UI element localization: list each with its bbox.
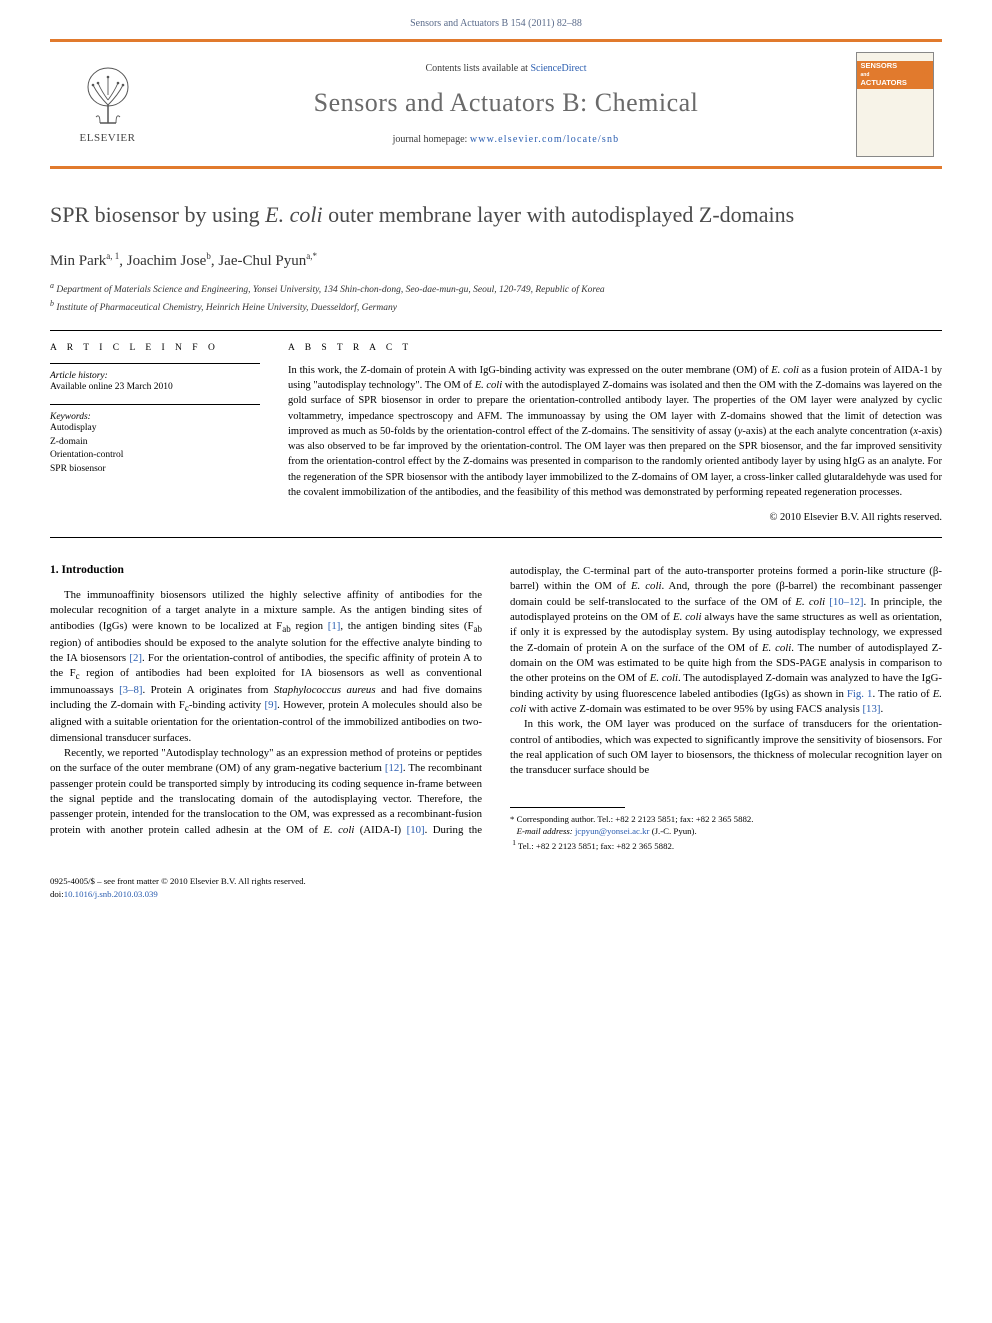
body-para-0: The immunoaffinity biosensors utilized t… bbox=[50, 588, 482, 746]
affiliations: a Department of Materials Science and En… bbox=[50, 280, 942, 316]
contents-prefix: Contents lists available at bbox=[425, 63, 530, 74]
journal-title: Sensors and Actuators B: Chemical bbox=[314, 88, 699, 118]
divider-bottom bbox=[50, 537, 942, 538]
journal-homepage-link[interactable]: www.elsevier.com/locate/snb bbox=[470, 134, 620, 145]
keyword-0: Autodisplay bbox=[50, 422, 260, 436]
footnotes: * Corresponding author. Tel.: +82 2 2123… bbox=[510, 807, 942, 853]
article-info-column: A R T I C L E I N F O Article history: A… bbox=[50, 343, 260, 523]
cover-text-b: B bbox=[922, 67, 929, 78]
keywords-block: Keywords: Autodisplay Z-domain Orientati… bbox=[50, 404, 260, 477]
journal-cover-cell: SENSORS and ACTUATORS B bbox=[847, 42, 942, 166]
keyword-1: Z-domain bbox=[50, 436, 260, 450]
elsevier-logo: ELSEVIER bbox=[50, 42, 165, 166]
article-history-text: Available online 23 March 2010 bbox=[50, 381, 260, 395]
affiliation-b: b Institute of Pharmaceutical Chemistry,… bbox=[50, 298, 942, 316]
affiliation-a: a Department of Materials Science and En… bbox=[50, 280, 942, 298]
article-history-label: Article history: bbox=[50, 371, 260, 381]
journal-homepage-line: journal homepage: www.elsevier.com/locat… bbox=[393, 134, 620, 145]
journal-header-center: Contents lists available at ScienceDirec… bbox=[165, 42, 847, 166]
email-paren: (J.-C. Pyun). bbox=[652, 826, 697, 836]
body-two-columns: 1. Introduction The immunoaffinity biose… bbox=[50, 564, 942, 853]
footnote-1: 1 Tel.: +82 2 2123 5851; fax: +82 2 365 … bbox=[510, 838, 942, 853]
keyword-3: SPR biosensor bbox=[50, 463, 260, 477]
abstract-label: A B S T R A C T bbox=[288, 343, 942, 353]
doi-link[interactable]: 10.1016/j.snb.2010.03.039 bbox=[64, 889, 158, 899]
bottom-metadata: 0925-4005/$ – see front matter © 2010 El… bbox=[50, 875, 942, 901]
abstract-column: A B S T R A C T In this work, the Z-doma… bbox=[288, 343, 942, 523]
abstract-text: In this work, the Z-domain of protein A … bbox=[288, 363, 942, 500]
front-matter-line: 0925-4005/$ – see front matter © 2010 El… bbox=[50, 875, 942, 888]
journal-cover-thumbnail: SENSORS and ACTUATORS B bbox=[856, 52, 934, 157]
homepage-prefix: journal homepage: bbox=[393, 134, 470, 145]
body-para-2: In this work, the OM layer was produced … bbox=[510, 717, 942, 778]
corresponding-author-note: * Corresponding author. Tel.: +82 2 2123… bbox=[510, 813, 942, 826]
article-history-block: Article history: Available online 23 Mar… bbox=[50, 363, 260, 395]
elsevier-label: ELSEVIER bbox=[80, 132, 136, 144]
divider-top bbox=[50, 330, 942, 331]
keywords-label: Keywords: bbox=[50, 412, 260, 422]
authors-line: Min Parka, 1, Joachim Joseb, Jae-Chul Py… bbox=[50, 251, 942, 270]
sciencedirect-link[interactable]: ScienceDirect bbox=[530, 63, 586, 74]
elsevier-tree-icon bbox=[78, 65, 138, 130]
doi-line: doi:10.1016/j.snb.2010.03.039 bbox=[50, 888, 942, 901]
abstract-copyright: © 2010 Elsevier B.V. All rights reserved… bbox=[288, 512, 942, 523]
cover-band: SENSORS and ACTUATORS bbox=[857, 61, 933, 89]
contents-lists-line: Contents lists available at ScienceDirec… bbox=[425, 63, 586, 74]
email-line: E-mail address: jcpyun@yonsei.ac.kr (J.-… bbox=[510, 825, 942, 838]
footnotes-rule bbox=[510, 807, 625, 808]
cover-text-sensors: SENSORS and ACTUATORS bbox=[861, 62, 907, 87]
article-title: SPR biosensor by using E. coli outer mem… bbox=[50, 201, 942, 229]
corresponding-email-link[interactable]: jcpyun@yonsei.ac.kr bbox=[575, 826, 650, 836]
email-label: E-mail address: bbox=[517, 826, 573, 836]
journal-header: ELSEVIER Contents lists available at Sci… bbox=[50, 39, 942, 169]
section-heading-1: 1. Introduction bbox=[50, 564, 482, 576]
keyword-2: Orientation-control bbox=[50, 449, 260, 463]
running-header: Sensors and Actuators B 154 (2011) 82–88 bbox=[0, 0, 992, 39]
article-info-label: A R T I C L E I N F O bbox=[50, 343, 260, 353]
